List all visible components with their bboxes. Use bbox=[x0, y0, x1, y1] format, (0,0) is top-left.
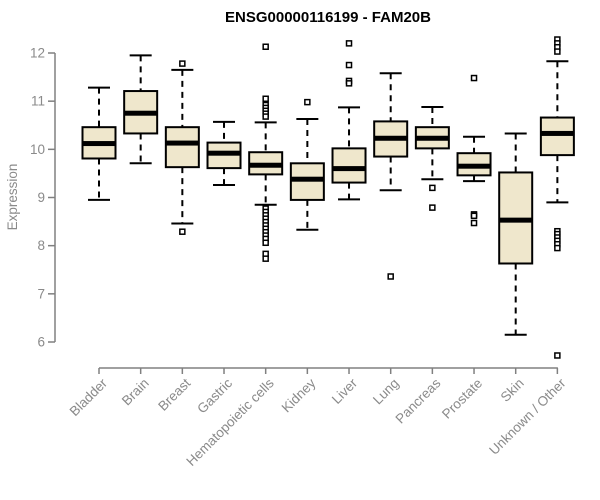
median-line bbox=[332, 166, 366, 172]
outlier-point bbox=[179, 228, 186, 235]
y-tick-label: 8 bbox=[37, 238, 45, 253]
median-line bbox=[540, 130, 574, 136]
outlier-point bbox=[429, 204, 436, 211]
box-group-gastric bbox=[206, 120, 242, 186]
box-group-bladder bbox=[81, 86, 117, 201]
x-tick-label-brain: Brain bbox=[119, 376, 152, 409]
outlier-point bbox=[470, 219, 478, 227]
median-line bbox=[374, 135, 408, 141]
x-tick-label-prostate: Prostate bbox=[439, 376, 485, 422]
outlier-point bbox=[262, 43, 269, 50]
outlier-point bbox=[262, 95, 269, 103]
outlier-point bbox=[554, 244, 561, 252]
outlier-point bbox=[470, 74, 478, 82]
outlier-point bbox=[429, 184, 436, 192]
x-tick-label-breast: Breast bbox=[155, 375, 193, 413]
outlier-point bbox=[304, 98, 311, 106]
x-tick-label-liver: Liver bbox=[329, 375, 361, 407]
median-line bbox=[415, 135, 449, 141]
median-line bbox=[290, 176, 324, 182]
y-tick-label: 10 bbox=[30, 142, 45, 157]
x-tick-label-kidney: Kidney bbox=[279, 375, 319, 415]
outlier-point bbox=[554, 48, 561, 55]
iqr-box bbox=[331, 147, 367, 184]
box-group-skin bbox=[498, 132, 534, 336]
box-group-prostate bbox=[456, 74, 492, 227]
y-axis-title: Expression bbox=[5, 164, 20, 231]
y-axis: 6 7 8 9 10 11 12 bbox=[30, 46, 56, 350]
median-line bbox=[124, 110, 158, 116]
median-line bbox=[82, 141, 116, 147]
iqr-box bbox=[539, 116, 575, 157]
x-tick-label-gastric: Gastric bbox=[194, 375, 235, 416]
box-group-unknown-other bbox=[539, 36, 575, 359]
outlier-point bbox=[345, 61, 353, 69]
box-group-pancreas bbox=[414, 105, 450, 211]
outlier-point bbox=[345, 80, 353, 87]
box-group-brain bbox=[123, 54, 159, 165]
outlier-point bbox=[345, 40, 353, 47]
outlier-point bbox=[262, 113, 269, 120]
box-group-kidney bbox=[289, 98, 325, 231]
outlier-point bbox=[387, 273, 394, 280]
x-tick-label-pancreas: Pancreas bbox=[393, 375, 444, 426]
y-tick-label: 12 bbox=[30, 46, 45, 61]
y-tick-label: 7 bbox=[37, 286, 45, 301]
median-line bbox=[457, 163, 491, 169]
y-tick-label: 9 bbox=[37, 190, 45, 205]
x-tick-label-unknown-other: Unknown / Other bbox=[486, 375, 569, 458]
x-tick-label-bladder: Bladder bbox=[67, 375, 111, 419]
outlier-point bbox=[262, 239, 269, 247]
median-line bbox=[499, 217, 533, 223]
outlier-point bbox=[554, 352, 561, 359]
chart-title: ENSG00000116199 - FAM20B bbox=[225, 9, 431, 26]
plot-area: 6 7 8 9 10 11 12 Bladder Brain Breast GastricHemat… bbox=[30, 36, 575, 469]
outlier-point bbox=[470, 212, 478, 220]
box-group-liver bbox=[331, 40, 367, 201]
box-group-lung bbox=[373, 72, 409, 280]
box-group-breast bbox=[164, 60, 200, 235]
y-tick-label: 11 bbox=[31, 94, 45, 109]
outlier-point bbox=[179, 60, 186, 67]
y-tick-label: 6 bbox=[37, 335, 45, 350]
iqr-box bbox=[164, 126, 200, 169]
x-tick-label-lung: Lung bbox=[370, 376, 402, 408]
median-line bbox=[249, 162, 283, 168]
outlier-point bbox=[262, 255, 269, 262]
box-group-hematopoietic-cells bbox=[248, 43, 284, 262]
x-tick-label-skin: Skin bbox=[498, 376, 527, 405]
median-line bbox=[207, 150, 241, 156]
median-line bbox=[165, 140, 199, 146]
